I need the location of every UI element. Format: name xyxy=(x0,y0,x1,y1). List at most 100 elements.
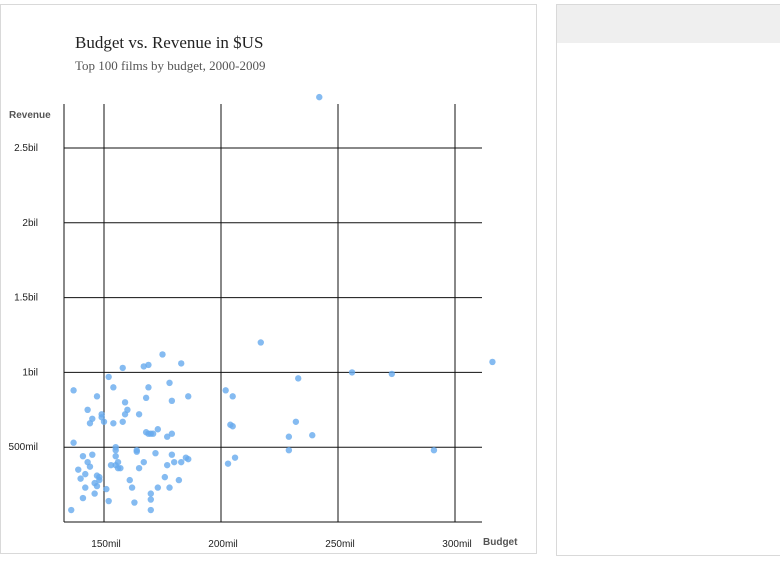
data-point[interactable] xyxy=(131,499,138,506)
chart-title: Budget vs. Revenue in $US xyxy=(75,33,264,52)
data-point[interactable] xyxy=(489,358,496,366)
data-point[interactable] xyxy=(178,360,185,367)
side-panel-header xyxy=(557,5,780,43)
data-point[interactable] xyxy=(147,490,154,497)
data-point[interactable] xyxy=(70,439,77,446)
data-point[interactable] xyxy=(86,463,94,470)
data-point[interactable] xyxy=(93,482,101,490)
data-point[interactable] xyxy=(145,361,152,369)
data-point[interactable] xyxy=(175,476,183,484)
data-point[interactable] xyxy=(231,454,239,461)
data-point[interactable] xyxy=(75,466,82,473)
chart-subtitle: Top 100 films by budget, 2000-2009 xyxy=(75,58,266,73)
data-point[interactable] xyxy=(110,384,117,391)
data-point[interactable] xyxy=(348,369,356,376)
data-point[interactable] xyxy=(112,446,119,454)
data-point[interactable] xyxy=(309,432,316,439)
x-axis-label: Budget xyxy=(483,537,518,548)
data-point[interactable] xyxy=(430,446,438,454)
data-point[interactable] xyxy=(140,458,147,466)
data-point[interactable] xyxy=(154,484,162,491)
x-tick-label: 300mil xyxy=(442,539,471,550)
x-tick-label: 200mil xyxy=(208,539,237,550)
data-point[interactable] xyxy=(112,452,119,460)
data-point[interactable] xyxy=(163,461,171,469)
data-point[interactable] xyxy=(91,490,98,497)
data-point[interactable] xyxy=(222,387,229,394)
data-point[interactable] xyxy=(126,476,133,484)
data-point[interactable] xyxy=(98,411,105,418)
data-point[interactable] xyxy=(163,433,171,440)
data-point[interactable] xyxy=(168,397,176,405)
data-point[interactable] xyxy=(135,411,143,418)
data-point[interactable] xyxy=(117,464,124,472)
data-point[interactable] xyxy=(229,393,236,400)
data-point[interactable] xyxy=(388,370,396,378)
data-point[interactable] xyxy=(147,496,154,503)
data-point[interactable] xyxy=(82,470,89,478)
data-point[interactable] xyxy=(285,433,293,440)
data-point[interactable] xyxy=(166,379,173,387)
data-points xyxy=(68,93,496,514)
data-point[interactable] xyxy=(70,387,77,394)
data-point[interactable] xyxy=(119,418,126,425)
data-point[interactable] xyxy=(93,393,101,400)
data-point[interactable] xyxy=(145,384,152,391)
data-point[interactable] xyxy=(171,458,178,466)
data-point[interactable] xyxy=(224,460,232,467)
grid-lines xyxy=(64,104,482,522)
data-point[interactable] xyxy=(161,473,169,481)
data-point[interactable] xyxy=(105,373,112,381)
x-tick-label: 250mil xyxy=(325,539,354,550)
y-tick-label: 1.5bil xyxy=(14,293,38,304)
data-point[interactable] xyxy=(96,473,103,481)
data-point[interactable] xyxy=(159,351,166,358)
data-point[interactable] xyxy=(292,418,300,425)
x-tick-label: 150mil xyxy=(91,539,120,550)
data-point[interactable] xyxy=(133,446,140,454)
data-point[interactable] xyxy=(68,506,75,514)
data-point[interactable] xyxy=(154,426,162,433)
data-point[interactable] xyxy=(84,406,91,413)
data-point[interactable] xyxy=(185,455,192,463)
data-point[interactable] xyxy=(121,399,129,406)
side-panel xyxy=(556,4,780,556)
data-point[interactable] xyxy=(128,484,136,491)
tick-labels: 500mil 1bil 1.5bil 2bil 2.5bil 150mil 200mil 25… xyxy=(9,143,472,550)
scatter-plot: 500mil 1bil 1.5bil 2bil 2.5bil 150mil 200mil 25… xyxy=(9,93,518,550)
data-point[interactable] xyxy=(107,461,115,469)
data-point[interactable] xyxy=(147,506,154,514)
y-axis-label: Revenue xyxy=(9,110,51,121)
data-point[interactable] xyxy=(77,475,84,482)
y-tick-label: 500mil xyxy=(9,442,38,453)
data-point[interactable] xyxy=(79,452,87,460)
data-point[interactable] xyxy=(166,484,173,491)
data-point[interactable] xyxy=(110,420,117,427)
data-point[interactable] xyxy=(103,485,110,493)
data-point[interactable] xyxy=(79,494,87,502)
data-point[interactable] xyxy=(124,406,131,413)
data-point[interactable] xyxy=(82,484,89,491)
data-point[interactable] xyxy=(168,451,176,458)
y-tick-label: 2bil xyxy=(22,218,38,229)
data-point[interactable] xyxy=(149,430,157,437)
data-point[interactable] xyxy=(105,497,112,505)
data-point[interactable] xyxy=(257,339,264,346)
data-point[interactable] xyxy=(89,451,96,458)
data-point[interactable] xyxy=(178,458,185,466)
data-point[interactable] xyxy=(295,375,302,382)
data-point[interactable] xyxy=(114,458,122,466)
data-point[interactable] xyxy=(135,464,143,472)
data-point[interactable] xyxy=(229,423,236,430)
data-point[interactable] xyxy=(316,93,323,101)
data-point[interactable] xyxy=(185,393,192,400)
y-tick-label: 1bil xyxy=(22,367,38,378)
data-point[interactable] xyxy=(100,418,108,425)
data-point[interactable] xyxy=(89,415,96,422)
data-point[interactable] xyxy=(119,364,126,372)
data-point[interactable] xyxy=(168,430,176,437)
data-point[interactable] xyxy=(285,446,293,454)
data-point[interactable] xyxy=(142,394,150,402)
data-point[interactable] xyxy=(152,449,159,457)
y-tick-label: 2.5bil xyxy=(14,143,38,154)
